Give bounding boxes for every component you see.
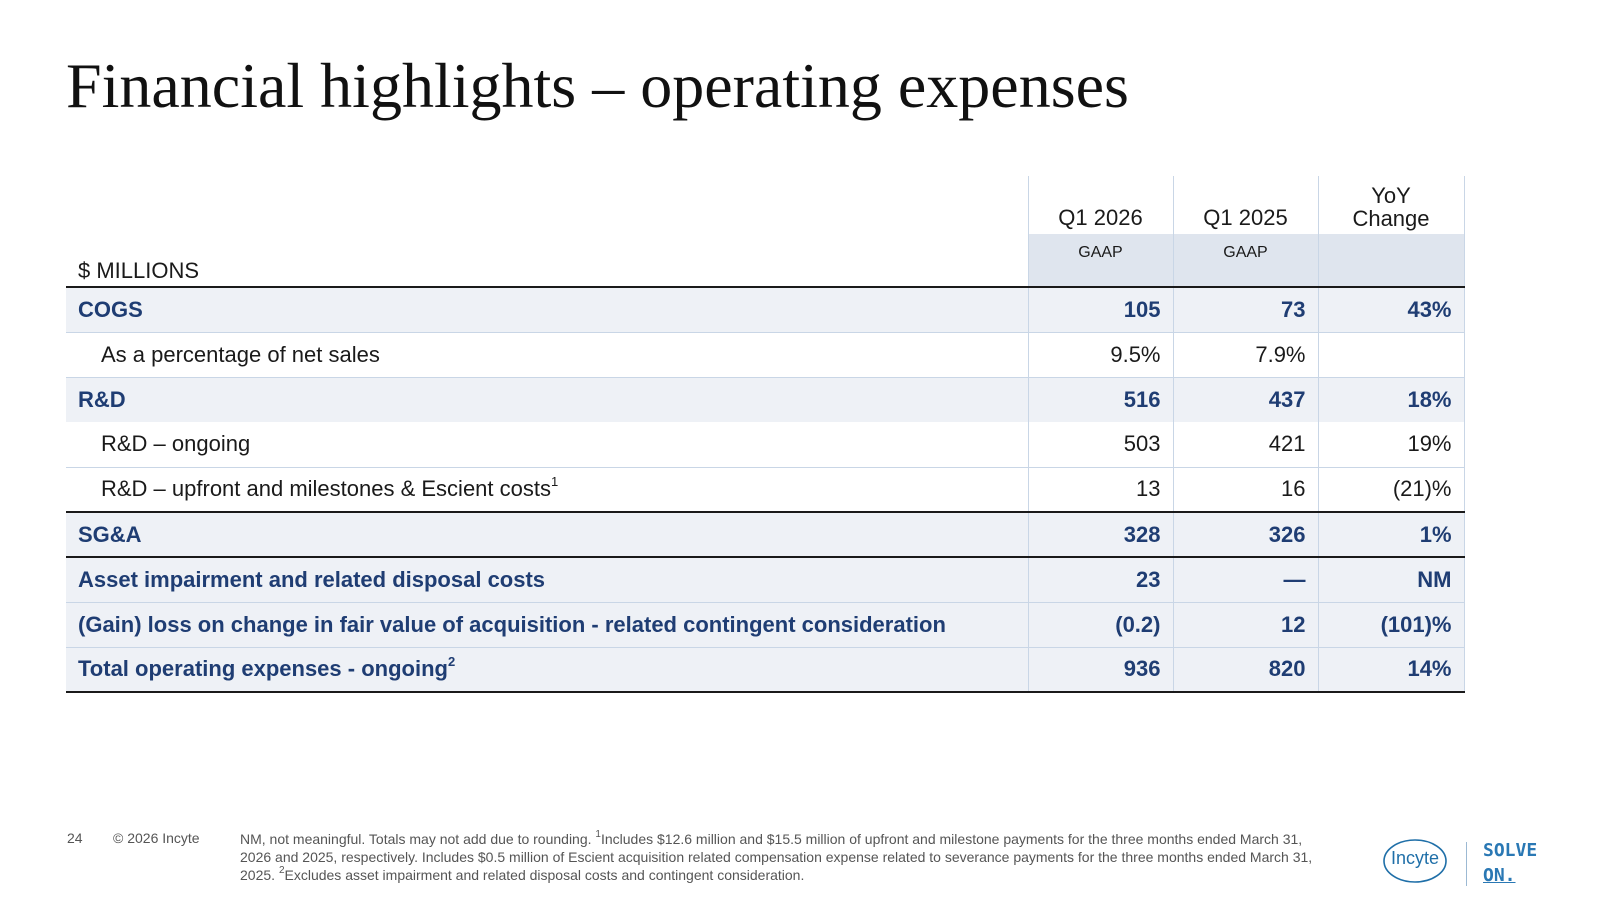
table-header-row: Q1 2026 Q1 2025 YoY Change [66, 176, 1465, 234]
table-row: Asset impairment and related disposal co… [66, 557, 1465, 603]
cell-q1-2025: 7.9% [1172, 332, 1318, 378]
tagline-line1: SOLVE [1483, 840, 1538, 861]
cell-yoy: 18% [1317, 377, 1465, 422]
table-subheader-row: $ MILLIONS GAAP GAAP [66, 234, 1465, 288]
copyright: © 2026 Incyte [113, 830, 200, 846]
column-header-q1-2026: Q1 2026 [1027, 176, 1173, 234]
table-row: (Gain) loss on change in fair value of a… [66, 602, 1465, 648]
row-label: Total operating expenses - ongoing2 [66, 647, 1028, 693]
incyte-logo: Incyte [1380, 836, 1450, 886]
page-number: 24 [67, 830, 83, 846]
cell-q1-2025: 16 [1172, 467, 1318, 513]
operating-expenses-table: Q1 2026 Q1 2025 YoY Change $ MILLIONS GA… [66, 176, 1465, 693]
cell-q1-2026: 9.5% [1027, 332, 1173, 378]
table-row: COGS 105 73 43% [66, 287, 1465, 333]
logo-text: Incyte [1390, 848, 1440, 868]
cell-q1-2026: 23 [1027, 557, 1173, 603]
table-row: R&D – ongoing 503 421 19% [66, 422, 1465, 468]
cell-q1-2025: 12 [1172, 602, 1318, 648]
units-label: $ MILLIONS [66, 234, 1028, 288]
cell-yoy: NM [1317, 557, 1465, 603]
cell-q1-2025: 421 [1172, 422, 1318, 468]
cell-q1-2025: 73 [1172, 287, 1318, 333]
cell-q1-2026: 328 [1027, 512, 1173, 558]
tagline: SOLVE ON. [1483, 838, 1537, 888]
logo-ring-icon [1383, 839, 1447, 883]
row-label: (Gain) loss on change in fair value of a… [66, 602, 1028, 648]
basis-label-yoy [1317, 234, 1465, 288]
footnote: NM, not meaningful. Totals may not add d… [240, 829, 1313, 883]
cell-yoy: 43% [1317, 287, 1465, 333]
cell-yoy: (21)% [1317, 467, 1465, 513]
cell-yoy: (101)% [1317, 602, 1465, 648]
cell-q1-2026: (0.2) [1027, 602, 1173, 648]
row-label: SG&A [66, 512, 1028, 558]
tagline-line2: ON. [1483, 865, 1516, 886]
row-label: As a percentage of net sales [66, 332, 1028, 378]
footnote-marker: 2 [447, 653, 456, 669]
header-spacer [66, 176, 1028, 234]
logo-divider [1466, 842, 1467, 886]
row-label: R&D – ongoing [66, 422, 1028, 468]
cell-q1-2026: 936 [1027, 647, 1173, 693]
yoy-header-line2: Change [1352, 206, 1430, 231]
footnote-marker: 1 [551, 473, 559, 489]
cell-q1-2026: 13 [1027, 467, 1173, 513]
cell-yoy: 14% [1317, 647, 1465, 693]
cell-yoy [1317, 332, 1465, 378]
column-header-q1-2025: Q1 2025 [1172, 176, 1318, 234]
row-label: Asset impairment and related disposal co… [66, 557, 1028, 603]
cell-q1-2025: 437 [1172, 377, 1318, 422]
row-label: R&D [78, 386, 126, 412]
table-row: As a percentage of net sales 9.5% 7.9% [66, 332, 1465, 378]
table-row: R&D 516 437 18% [66, 377, 1465, 422]
table-row: Total operating expenses - ongoing2 936 … [66, 647, 1465, 693]
basis-label-q1-2026: GAAP [1027, 234, 1173, 288]
table-row: R&D – upfront and milestones & Escient c… [66, 467, 1465, 513]
cell-q1-2026: 516 [1027, 377, 1173, 422]
column-header-yoy-change: YoY Change [1317, 176, 1465, 234]
cell-q1-2026: 503 [1027, 422, 1173, 468]
row-label: COGS [66, 287, 1028, 333]
cell-q1-2025: 326 [1172, 512, 1318, 558]
page-title: Financial highlights – operating expense… [66, 50, 1129, 121]
cell-yoy: 19% [1317, 422, 1465, 468]
yoy-header-line1: YoY [1371, 183, 1411, 208]
cell-q1-2025: — [1172, 557, 1318, 603]
cell-q1-2025: 820 [1172, 647, 1318, 693]
row-label: R&D – upfront and milestones & Escient c… [66, 467, 1028, 513]
table-row: SG&A 328 326 1% [66, 512, 1465, 558]
basis-label-q1-2025: GAAP [1172, 234, 1318, 288]
cell-yoy: 1% [1317, 512, 1465, 558]
cell-q1-2026: 105 [1027, 287, 1173, 333]
